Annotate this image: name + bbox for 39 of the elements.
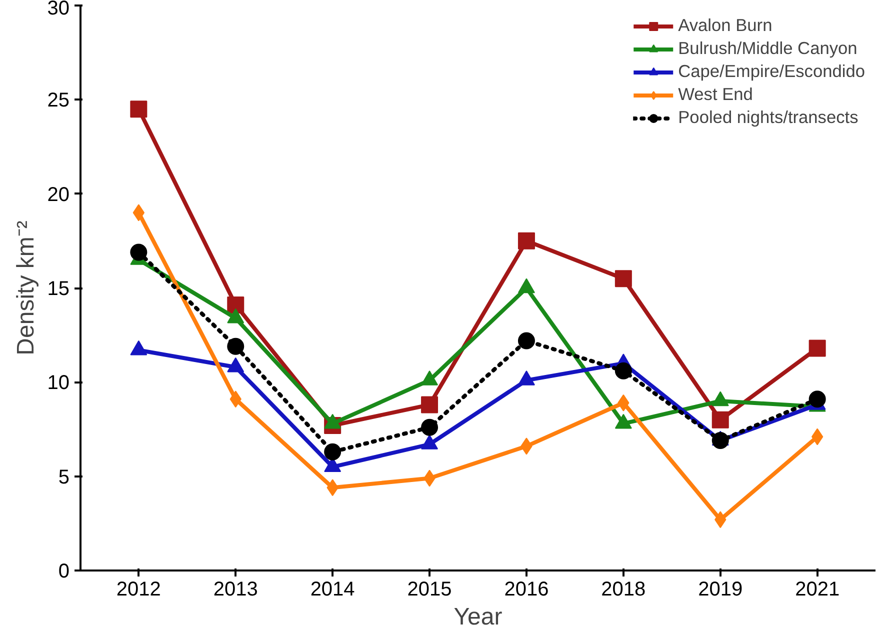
legend-label: Cape/Empire/Escondido: [678, 61, 865, 82]
point: [421, 418, 438, 436]
y-tick-label: 0: [58, 560, 70, 582]
y-axis-title: Density km⁻²: [12, 220, 40, 356]
point: [130, 244, 148, 261]
legend-label: West End: [678, 84, 753, 105]
y-tick-label: 5: [58, 466, 70, 488]
x-tick-label: 2016: [504, 578, 549, 600]
point: [227, 338, 244, 355]
legend-label: Avalon Burn: [678, 15, 772, 36]
x-tick-label: 2012: [116, 578, 161, 600]
x-tick-label: 2018: [601, 578, 646, 600]
y-tick-label: 10: [47, 372, 70, 394]
legend-label: Bulrush/Middle Canyon: [678, 38, 858, 59]
point: [712, 432, 729, 450]
y-tick-label: 30: [47, 0, 70, 20]
point: [712, 411, 729, 428]
point: [227, 296, 244, 314]
y-tick-label: 25: [47, 90, 70, 112]
point: [324, 443, 342, 460]
point: [614, 362, 632, 380]
point: [130, 100, 148, 118]
point: [518, 332, 535, 350]
point: [421, 396, 438, 414]
x-tick-label: 2014: [310, 578, 355, 600]
y-tick-label: 15: [47, 278, 70, 300]
point: [811, 428, 824, 446]
point: [614, 270, 632, 288]
point: [518, 232, 535, 250]
point: [808, 390, 826, 408]
x-tick-label: 2013: [213, 578, 258, 600]
x-tick-label: 2015: [407, 578, 452, 600]
legend-label: Pooled nights/transects: [678, 107, 858, 128]
x-tick-label: 2021: [795, 578, 840, 600]
x-axis-title: Year: [454, 604, 502, 630]
point: [132, 204, 145, 222]
point: [808, 340, 826, 357]
y-tick-label: 20: [47, 184, 70, 206]
x-tick-label: 2019: [698, 578, 743, 600]
